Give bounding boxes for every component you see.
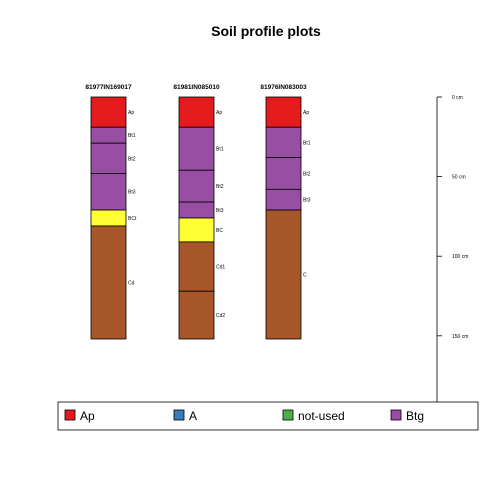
horizon-label: Cd2 bbox=[216, 313, 225, 319]
profile-81976IN083003: 81976IN083003 Ap Bt1 Bt2 Bt3 C bbox=[260, 84, 311, 340]
profile-81981IN085010: 81981IN085010 Ap Bt1 Bt2 Bt3 BC Cd1 Cd2 bbox=[173, 84, 225, 340]
horizon-label: Cd bbox=[128, 280, 135, 286]
legend-swatch bbox=[173, 409, 185, 421]
horizon-bc bbox=[178, 217, 215, 243]
profile-81977IN169017: 81977IN169017 Ap Bt1 Bt2 Bt3 BCt Cd bbox=[85, 84, 137, 340]
horizon-label: Cd1 bbox=[216, 265, 225, 271]
horizon-label: Ap bbox=[216, 110, 222, 116]
horizon-bt3 bbox=[90, 173, 127, 211]
horizon-c bbox=[265, 209, 302, 340]
horizon-label: BC bbox=[216, 228, 223, 234]
horizon-bt3 bbox=[178, 201, 215, 219]
legend-label: not-used bbox=[298, 409, 345, 423]
depth-tick-label: 100 cm bbox=[452, 254, 468, 260]
horizon-bt1 bbox=[90, 126, 127, 144]
legend-swatch bbox=[390, 409, 402, 421]
horizon-bct bbox=[90, 209, 127, 227]
profile-id-label: 81977IN169017 bbox=[85, 84, 132, 91]
horizon-bt2 bbox=[265, 157, 302, 190]
profiles-layer: 81977IN169017 Ap Bt1 Bt2 Bt3 BCt Cd 81981IN0850… bbox=[85, 84, 311, 340]
legend-box bbox=[57, 401, 479, 431]
horizon-label: Bt3 bbox=[303, 198, 311, 204]
horizon-ap bbox=[265, 96, 302, 128]
horizon-label: Bt3 bbox=[128, 190, 136, 196]
depth-tick-label: 0 cm bbox=[452, 95, 463, 101]
depth-axis: 0 cm 50 cm 100 cm 150 cm bbox=[436, 95, 468, 402]
horizon-cd1 bbox=[178, 241, 215, 292]
legend-label: Btg bbox=[406, 409, 424, 423]
horizon-label: Bt2 bbox=[216, 184, 224, 190]
legend-swatch bbox=[282, 409, 294, 421]
horizon-bt1 bbox=[265, 126, 302, 158]
horizon-label: Bt1 bbox=[128, 133, 136, 139]
horizon-bt2 bbox=[178, 169, 215, 203]
horizon-label: Bt1 bbox=[216, 147, 224, 153]
horizon-bt3 bbox=[265, 188, 302, 211]
horizon-label: Bt3 bbox=[216, 208, 224, 214]
chart-title: Soil profile plots bbox=[211, 23, 321, 39]
horizon-ap bbox=[90, 96, 127, 128]
depth-tick-label: 150 cm bbox=[452, 334, 468, 340]
horizon-label: C bbox=[303, 273, 307, 279]
horizon-label: Ap bbox=[303, 110, 309, 116]
depth-tick-label: 50 cm bbox=[452, 175, 466, 181]
profile-id-label: 81981IN085010 bbox=[173, 84, 220, 91]
horizon-label: Bt2 bbox=[303, 171, 311, 177]
legend-swatch bbox=[64, 409, 76, 421]
horizon-cd bbox=[90, 225, 127, 340]
horizon-bt1 bbox=[178, 126, 215, 171]
horizon-label: Bt1 bbox=[303, 140, 311, 146]
horizon-label: Ap bbox=[128, 110, 134, 116]
profile-id-label: 81976IN083003 bbox=[260, 84, 307, 91]
horizon-label: Bt2 bbox=[128, 156, 136, 162]
horizon-cd2 bbox=[178, 290, 215, 340]
legend-label: A bbox=[189, 409, 197, 423]
horizon-label: BCt bbox=[128, 216, 137, 222]
horizon-bt2 bbox=[90, 142, 127, 174]
horizon-ap bbox=[178, 96, 215, 128]
legend-label: Ap bbox=[80, 409, 95, 423]
